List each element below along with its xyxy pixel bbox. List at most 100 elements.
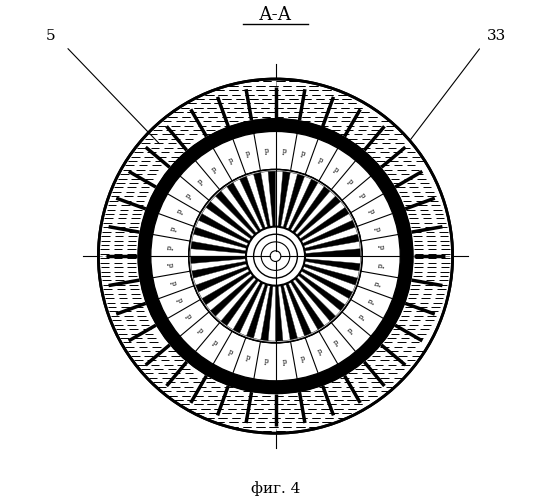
Polygon shape — [302, 220, 355, 246]
Polygon shape — [198, 214, 250, 244]
Text: p: p — [282, 357, 287, 366]
Polygon shape — [202, 208, 251, 242]
Circle shape — [246, 226, 305, 286]
Polygon shape — [261, 172, 273, 227]
Polygon shape — [253, 284, 271, 340]
Polygon shape — [283, 284, 305, 338]
Polygon shape — [221, 278, 258, 326]
Text: p: p — [227, 156, 235, 165]
Circle shape — [151, 132, 400, 381]
Text: p: p — [332, 338, 341, 347]
Polygon shape — [202, 271, 251, 305]
Polygon shape — [298, 202, 345, 239]
Polygon shape — [280, 284, 298, 340]
Polygon shape — [301, 268, 353, 298]
Text: А-А: А-А — [259, 6, 292, 24]
Text: p: p — [300, 150, 306, 158]
Text: p: p — [264, 357, 269, 366]
Polygon shape — [268, 171, 276, 226]
Polygon shape — [210, 196, 255, 237]
Text: p: p — [316, 156, 324, 165]
Text: p: p — [166, 262, 174, 268]
Polygon shape — [293, 186, 330, 234]
Polygon shape — [193, 227, 248, 248]
Polygon shape — [276, 171, 283, 226]
Polygon shape — [206, 273, 253, 310]
Text: p: p — [282, 146, 287, 155]
Polygon shape — [305, 256, 360, 264]
Text: p: p — [373, 280, 382, 286]
Circle shape — [270, 251, 281, 262]
Text: p: p — [346, 326, 355, 336]
Text: p: p — [245, 150, 251, 158]
Polygon shape — [296, 275, 341, 316]
Text: p: p — [300, 354, 306, 362]
Polygon shape — [233, 179, 263, 231]
Circle shape — [151, 132, 400, 381]
Polygon shape — [192, 262, 247, 278]
Text: p: p — [373, 226, 382, 232]
Text: p: p — [227, 348, 235, 356]
Text: p: p — [175, 208, 184, 215]
Text: фиг. 4: фиг. 4 — [251, 481, 300, 496]
Polygon shape — [305, 242, 360, 254]
Text: p: p — [358, 192, 366, 200]
Polygon shape — [290, 280, 324, 330]
Text: p: p — [245, 354, 251, 362]
Polygon shape — [191, 258, 246, 271]
Polygon shape — [285, 176, 311, 230]
Circle shape — [261, 242, 290, 270]
Polygon shape — [296, 196, 341, 237]
Polygon shape — [283, 174, 305, 229]
Polygon shape — [215, 277, 257, 321]
Text: p: p — [316, 348, 324, 356]
Polygon shape — [268, 286, 276, 341]
Polygon shape — [210, 275, 255, 316]
Polygon shape — [191, 256, 246, 264]
Polygon shape — [246, 174, 268, 229]
Polygon shape — [301, 214, 353, 244]
Polygon shape — [300, 208, 349, 242]
Polygon shape — [304, 234, 359, 251]
Polygon shape — [198, 268, 250, 298]
Polygon shape — [294, 191, 336, 236]
Text: p: p — [264, 146, 269, 155]
Polygon shape — [303, 227, 358, 248]
Polygon shape — [278, 285, 290, 341]
Polygon shape — [253, 172, 271, 228]
Text: p: p — [346, 177, 355, 186]
Polygon shape — [304, 262, 359, 278]
Circle shape — [189, 170, 362, 343]
Text: p: p — [358, 312, 366, 321]
Polygon shape — [276, 286, 283, 341]
Circle shape — [99, 79, 452, 433]
Polygon shape — [300, 271, 349, 305]
Polygon shape — [191, 248, 246, 256]
Polygon shape — [227, 182, 261, 232]
Polygon shape — [191, 242, 246, 254]
Polygon shape — [280, 172, 298, 228]
Polygon shape — [192, 234, 247, 251]
Text: p: p — [210, 338, 219, 347]
Text: p: p — [377, 262, 385, 268]
Polygon shape — [298, 273, 345, 310]
Text: p: p — [196, 177, 205, 186]
Text: 33: 33 — [487, 29, 506, 43]
Text: p: p — [185, 192, 193, 200]
Circle shape — [193, 174, 358, 339]
Polygon shape — [193, 264, 248, 285]
Polygon shape — [240, 283, 266, 336]
Polygon shape — [215, 191, 257, 236]
Text: p: p — [367, 297, 376, 304]
Circle shape — [253, 234, 298, 278]
Text: p: p — [185, 312, 193, 321]
Polygon shape — [290, 182, 324, 232]
Text: p: p — [166, 244, 174, 250]
Text: 5: 5 — [46, 29, 56, 43]
Circle shape — [189, 170, 362, 343]
Circle shape — [189, 170, 362, 343]
Polygon shape — [285, 283, 311, 336]
Circle shape — [138, 119, 413, 393]
Polygon shape — [196, 220, 249, 246]
Text: p: p — [210, 165, 219, 174]
